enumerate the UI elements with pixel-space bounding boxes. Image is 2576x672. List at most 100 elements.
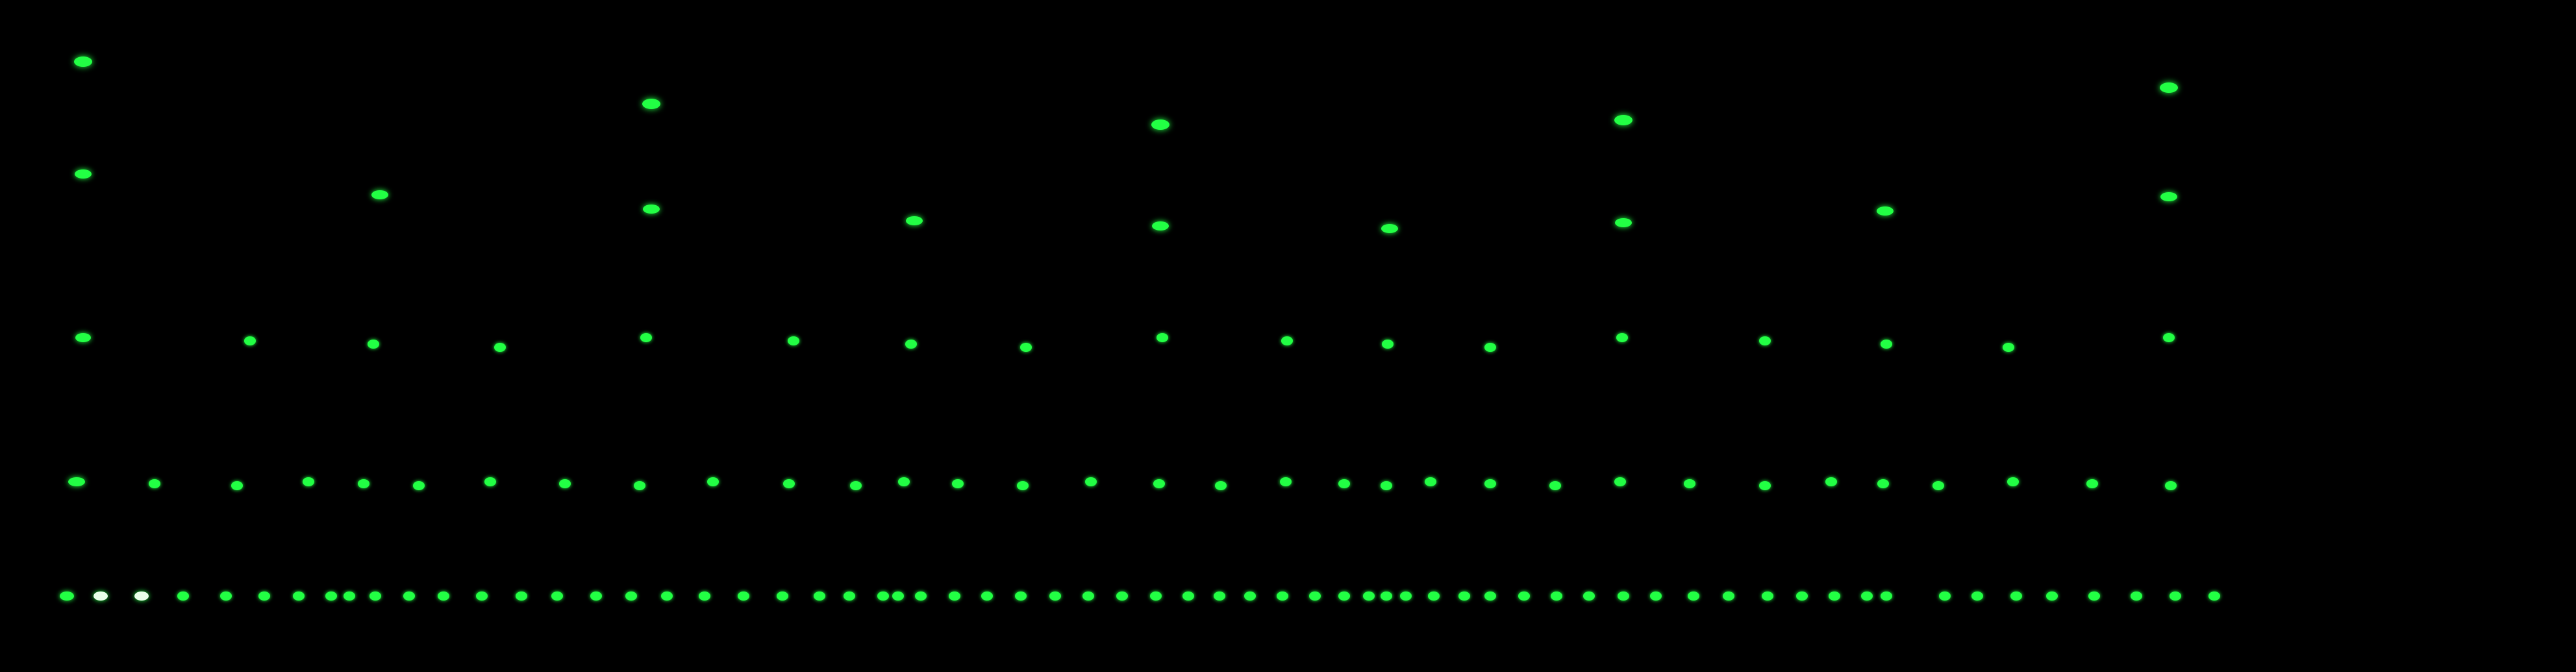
row-3-spot [905, 340, 917, 349]
row-1-spot [814, 591, 825, 601]
row-2-spot [850, 481, 862, 490]
row-1-spot [1939, 591, 1951, 601]
row-5-spot [1151, 119, 1169, 130]
row-2-spot [707, 477, 719, 486]
row-1-spot [1458, 591, 1470, 601]
row-2-spot [303, 477, 314, 486]
row-2-spot [484, 477, 496, 486]
row-1-spot [1881, 591, 1892, 601]
row-2-spot [1381, 481, 1392, 490]
row-3-spot [1881, 340, 1892, 349]
row-2-spot [1085, 477, 1097, 486]
row-4-spot [1381, 224, 1398, 233]
row-4-spot [906, 216, 923, 225]
row-2-spot [68, 477, 85, 486]
row-1-spot [2208, 591, 2220, 601]
row-1-spot [1484, 591, 1496, 601]
row-2-spot [898, 477, 910, 486]
row-5-spot [74, 56, 92, 67]
row-1-spot [949, 591, 960, 601]
row-2-spot [1338, 479, 1350, 488]
row-1-spot [1583, 591, 1595, 601]
row-1-spot [981, 591, 993, 601]
row-1-spot [1182, 591, 1194, 601]
row-5-spot [642, 99, 660, 109]
row-1-spot [1762, 591, 1773, 601]
row-5-spot [1614, 115, 1632, 125]
row-2-spot [1759, 481, 1771, 490]
row-3-spot [1157, 333, 1168, 342]
row-1-spot [2010, 591, 2022, 601]
row-4-spot [371, 190, 388, 199]
row-1-spot [1723, 591, 1734, 601]
row-1-spot [60, 591, 74, 601]
row-3-spot [1616, 333, 1628, 342]
row-1-spot [1244, 591, 1256, 601]
row-2-spot [149, 479, 160, 488]
row-3-spot [1020, 343, 1032, 352]
row-1-spot [2170, 591, 2181, 601]
row-2-spot [413, 481, 425, 490]
row-2-spot [634, 481, 645, 490]
row-3-spot [494, 343, 506, 352]
row-1-spot [94, 591, 108, 601]
row-1-spot [2088, 591, 2100, 601]
row-1-spot [1796, 591, 1808, 601]
row-2-spot [952, 479, 964, 488]
row-3-spot [2003, 343, 2014, 352]
row-1-spot [590, 591, 602, 601]
row-1-spot [438, 591, 449, 601]
row-3-spot [368, 340, 379, 349]
row-1-spot [1214, 591, 1225, 601]
row-2-spot [1425, 477, 1436, 486]
row-1-spot [1049, 591, 1061, 601]
row-3-spot [2163, 333, 2175, 342]
row-2-spot [1153, 479, 1165, 488]
row-1-spot [293, 591, 305, 601]
row-1-spot [134, 591, 149, 601]
row-4-spot [643, 205, 660, 214]
row-2-spot [2165, 481, 2177, 490]
row-1-spot [892, 591, 904, 601]
row-4-spot [75, 169, 92, 179]
row-3-spot [244, 336, 256, 345]
row-4-spot [1877, 206, 1894, 216]
row-1-spot [661, 591, 673, 601]
row-1-spot [877, 591, 889, 601]
row-1-spot [1829, 591, 1840, 601]
row-1-spot [1688, 591, 1699, 601]
row-4-spot [2160, 192, 2177, 201]
row-1-spot [1551, 591, 1562, 601]
row-3-spot [1484, 343, 1496, 352]
row-1-spot [1428, 591, 1440, 601]
row-4-spot [1152, 221, 1169, 230]
row-1-spot [777, 591, 788, 601]
row-2-spot [1215, 481, 1227, 490]
row-1-spot [1381, 591, 1392, 601]
row-2-spot [2086, 479, 2098, 488]
row-1-spot [325, 591, 337, 601]
row-1-spot [1277, 591, 1288, 601]
row-3-spot [1281, 336, 1293, 345]
row-1-spot [1400, 591, 1412, 601]
row-1-spot [738, 591, 749, 601]
row-1-spot [220, 591, 232, 601]
row-1-spot [625, 591, 637, 601]
row-2-spot [1684, 479, 1695, 488]
row-1-spot [516, 591, 527, 601]
row-1-spot [1338, 591, 1350, 601]
row-1-spot [177, 591, 189, 601]
row-4-spot [1615, 218, 1632, 227]
row-1-spot [699, 591, 710, 601]
row-1-spot [1116, 591, 1128, 601]
row-1-spot [1150, 591, 1162, 601]
row-1-spot [1082, 591, 1094, 601]
row-2-spot [1484, 479, 1496, 488]
row-2-spot [1877, 479, 1889, 488]
row-1-spot [551, 591, 563, 601]
row-2-spot [559, 479, 571, 488]
row-2-spot [783, 479, 795, 488]
row-2-spot [358, 479, 369, 488]
row-1-spot [344, 591, 355, 601]
